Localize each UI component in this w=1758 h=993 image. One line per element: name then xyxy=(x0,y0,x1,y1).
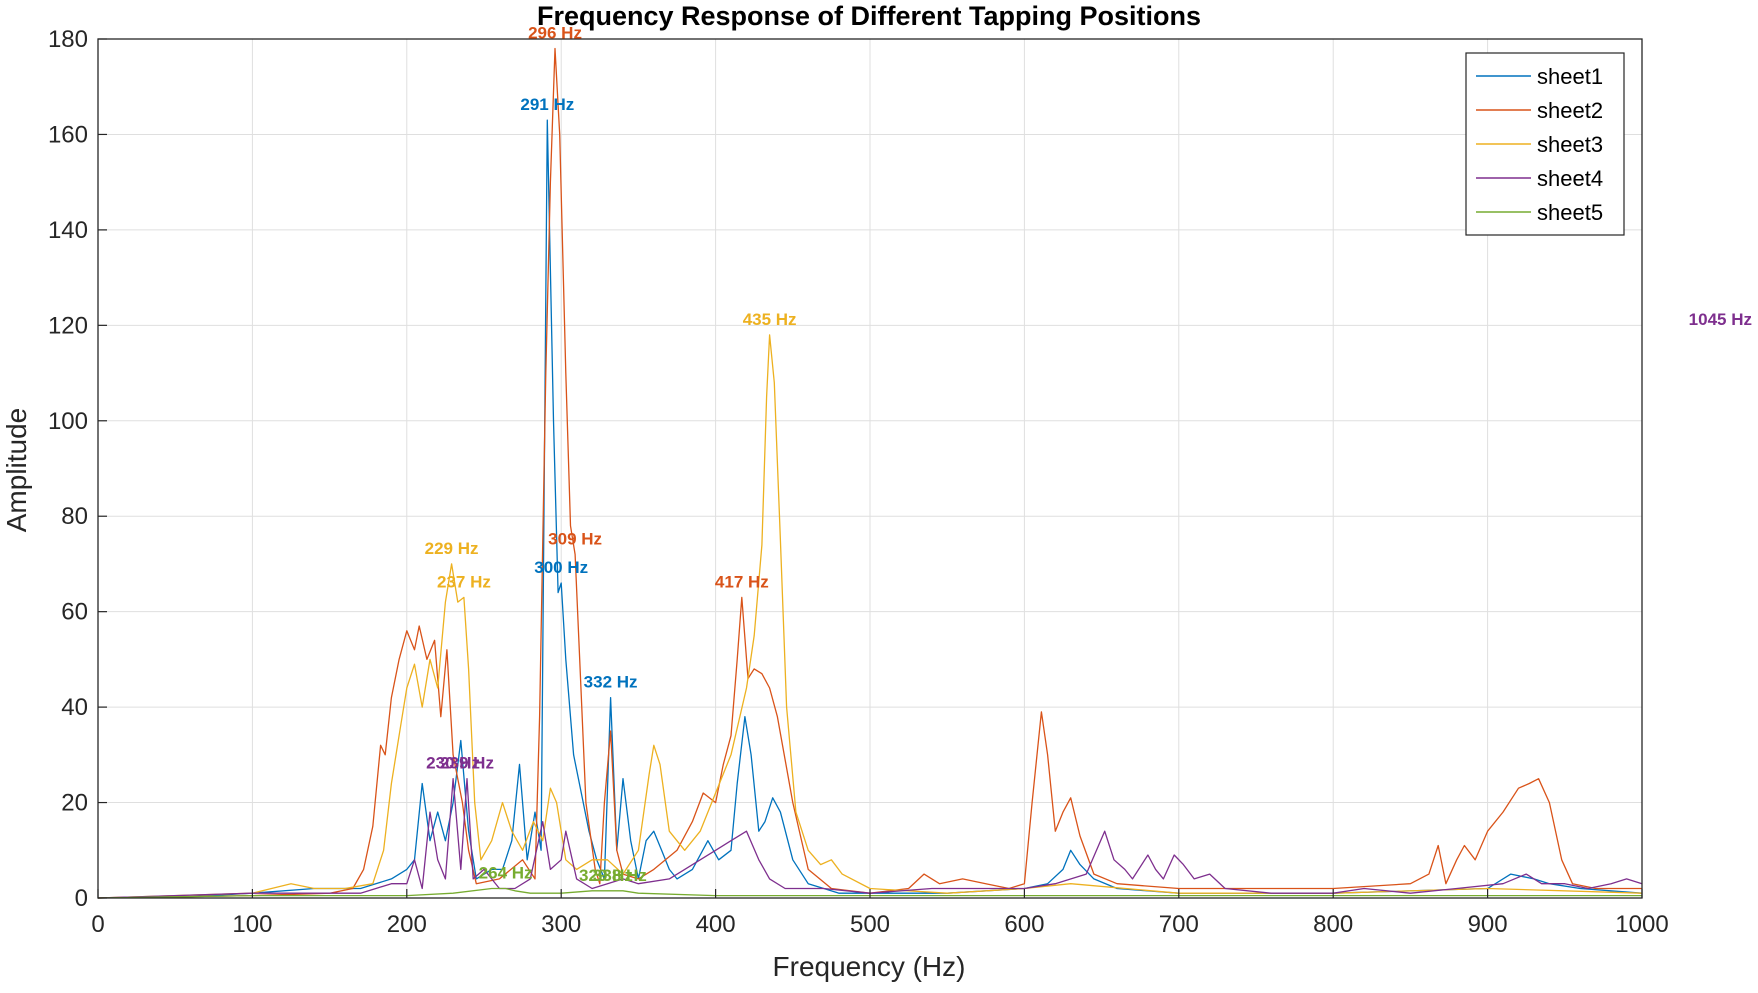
x-tick-label: 200 xyxy=(387,911,427,938)
peak-label: 435 Hz xyxy=(743,310,797,329)
peak-labels: 296 Hz 291 Hz 435 Hz 229 Hz 309 Hz 237 Hz 300 … xyxy=(425,24,1752,885)
legend-entry-sheet5: sheet5 xyxy=(1537,200,1603,225)
x-tick-label: 1000 xyxy=(1615,911,1668,938)
peak-label: 338 Hz xyxy=(593,866,647,885)
peak-label: 417 Hz xyxy=(715,572,769,591)
y-tick-label: 180 xyxy=(48,26,88,53)
ticks: 0 100 200 300 400 500 600 700 800 900 1000 0 20 40 60 8… xyxy=(48,26,1669,938)
peak-label: 264 Hz xyxy=(479,863,533,882)
chart-title: Frequency Response of Different Tapping … xyxy=(537,1,1201,31)
x-tick-label: 700 xyxy=(1159,911,1199,938)
series-line-sheet2 xyxy=(97,47,1642,899)
peak-label: 296 Hz xyxy=(528,24,582,43)
peak-label: 230 Hz xyxy=(426,754,480,773)
legend-entry-sheet1: sheet1 xyxy=(1537,64,1603,89)
x-tick-label: 100 xyxy=(232,911,272,938)
y-tick-label: 120 xyxy=(48,312,88,339)
x-axis-label: Frequency (Hz) xyxy=(773,951,966,982)
x-tick-label: 0 xyxy=(91,911,104,938)
y-tick-label: 40 xyxy=(61,694,88,721)
y-tick-label: 60 xyxy=(61,599,88,626)
series-layer xyxy=(97,47,1643,899)
series-line-sheet3 xyxy=(97,334,1643,899)
y-axis-label: Amplitude xyxy=(1,408,32,533)
series-line-sheet4 xyxy=(97,778,1643,899)
x-tick-label: 800 xyxy=(1313,911,1353,938)
y-tick-label: 100 xyxy=(48,408,88,435)
x-tick-label: 900 xyxy=(1468,911,1508,938)
series-line-sheet5 xyxy=(97,887,1642,899)
peak-label: 329 Hz xyxy=(579,866,633,885)
x-tick-label: 400 xyxy=(696,911,736,938)
peak-label: 332 Hz xyxy=(584,673,638,692)
y-tick-label: 20 xyxy=(61,790,88,817)
y-tick-label: 140 xyxy=(48,217,88,244)
peak-label: 291 Hz xyxy=(520,95,574,114)
x-tick-label: 500 xyxy=(850,911,890,938)
legend-entry-sheet2: sheet2 xyxy=(1537,98,1603,123)
y-tick-label: 0 xyxy=(75,885,88,912)
grid xyxy=(97,38,1643,899)
peak-label: 1045 Hz xyxy=(1689,310,1752,329)
y-tick-label: 80 xyxy=(61,503,88,530)
legend-entry-sheet3: sheet3 xyxy=(1537,132,1603,157)
peak-label: 300 Hz xyxy=(534,558,588,577)
x-tick-label: 600 xyxy=(1004,911,1044,938)
y-tick-label: 160 xyxy=(48,121,88,148)
legend: sheet1 sheet2 sheet3 sheet4 sheet5 xyxy=(1465,52,1625,236)
legend-entry-sheet4: sheet4 xyxy=(1537,166,1603,191)
peak-label: 309 Hz xyxy=(548,529,602,548)
peak-label: 239 Hz xyxy=(440,754,494,773)
peak-label: 237 Hz xyxy=(437,572,491,591)
x-tick-label: 300 xyxy=(541,911,581,938)
peak-label: 229 Hz xyxy=(425,539,479,558)
